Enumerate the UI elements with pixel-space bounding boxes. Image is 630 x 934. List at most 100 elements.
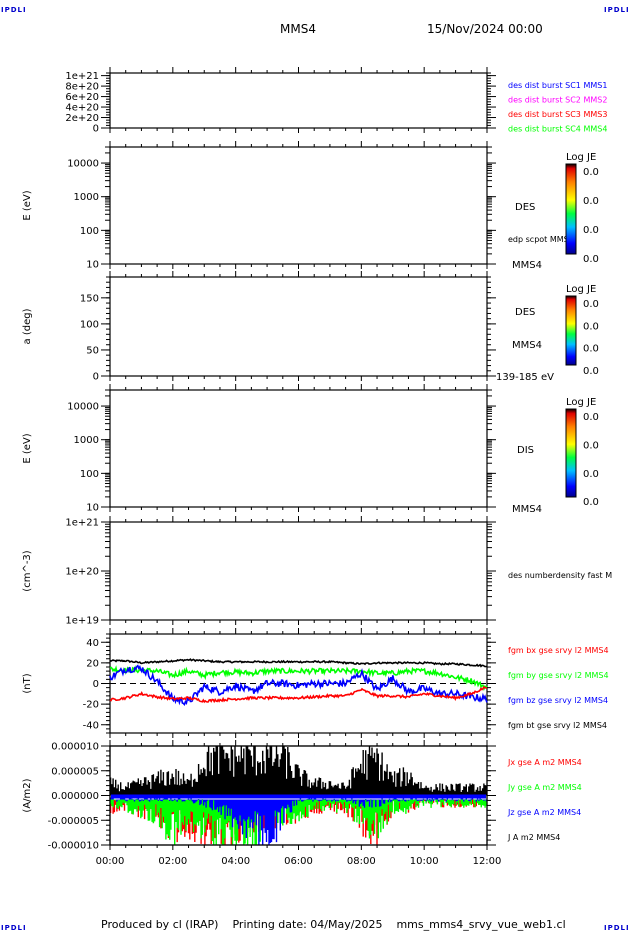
current-tick-label: 0.000005 [51, 766, 99, 777]
current-tick-label: -0.000010 [48, 841, 99, 852]
dis-energy-mms-label: MMS4 [512, 504, 542, 515]
fgm-tick-label: 40 [86, 638, 99, 649]
dist-tick-label: 8e+20 [65, 82, 99, 93]
des-energy-tick-label: 1000 [74, 192, 99, 203]
density-tick-label: 1e+20 [65, 567, 99, 578]
pitch-colorbar-tick: 0.0 [583, 366, 599, 377]
fgm-series-3 [109, 658, 487, 668]
dist-tick-label: 4e+20 [65, 103, 99, 114]
pitch-energy-range-label: 139-185 eV [496, 372, 554, 383]
current-jx-legend: Jx gse A m2 MMS4 [507, 758, 582, 767]
des-energy-colorbar [565, 163, 577, 255]
corner-mark-top-left: IPDLI [1, 6, 27, 14]
filename: mms_mms4_srvy_vue_web1.cl [396, 918, 566, 931]
des-energy-tick-label: 100 [80, 226, 99, 237]
pitch-mms-label: MMS4 [512, 340, 542, 351]
page-title: MMS4 [280, 22, 316, 36]
dis-energy-tick-label: 1000 [74, 435, 99, 446]
current-frame-overlay [109, 745, 488, 846]
x-tick-label: 12:00 [473, 856, 502, 867]
density-ylabel: (cm^-3) [22, 550, 33, 591]
footer-produced-by: Produced by cl (IRAP) Printing date: 04/… [101, 918, 566, 931]
plot-date: 15/Nov/2024 00:00 [427, 22, 543, 36]
des-energy-tick-label: 10000 [67, 159, 99, 170]
pitch-tick-label: 100 [80, 319, 99, 330]
produced-by: Produced by cl (IRAP) [101, 918, 219, 931]
dist-tick-label: 2e+20 [65, 113, 99, 124]
dist-legend-entry: des dist burst SC3 MMS3 [508, 110, 607, 119]
dis-energy-colorbar-tick: 0.0 [583, 469, 599, 480]
fgm-series-1 [109, 664, 488, 692]
current-j-legend: J A m2 MMS4 [507, 833, 560, 842]
dis-energy-colorbar-title: Log JE [566, 397, 596, 408]
x-tick-label: 00:00 [96, 856, 125, 867]
dis-energy-colorbar-tick: 0.0 [583, 412, 599, 423]
corner-mark-top-right: IPDLI [604, 6, 630, 14]
panel-frame-2 [109, 276, 488, 377]
pitch-ylabel: a (deg) [22, 308, 33, 344]
x-tick-label: 08:00 [347, 856, 376, 867]
panel-frame-0 [109, 72, 488, 129]
fgm-series-0 [109, 685, 488, 704]
fgm-ylabel: (nT) [22, 673, 33, 693]
fgm-bx-legend: fgm bx gse srvy l2 MMS4 [508, 646, 609, 655]
pitch-tick-label: 50 [86, 345, 99, 356]
fgm-tick-label: -20 [83, 700, 99, 711]
des-energy-colorbar-tick: 0.0 [583, 254, 599, 265]
pitch-colorbar-tick: 0.0 [583, 321, 599, 332]
dis-energy-tick-label: 10000 [67, 402, 99, 413]
fgm-tick-label: -40 [83, 720, 99, 731]
dis-energy-colorbar [565, 408, 577, 498]
current-jy-legend: Jy gse A m2 MMS4 [507, 783, 582, 792]
fgm-tick-label: 0 [93, 679, 99, 690]
fgm-tick-label: 20 [86, 658, 99, 669]
x-tick-label: 02:00 [158, 856, 187, 867]
pitch-colorbar-title: Log JE [566, 284, 596, 295]
dis-energy-colorbar-tick: 0.0 [583, 497, 599, 508]
density-legend-entry: des numberdensity fast M [508, 571, 612, 580]
x-tick-label: 06:00 [284, 856, 313, 867]
printing-date: Printing date: 04/May/2025 [232, 918, 383, 931]
dis-energy-ylabel: E (eV) [22, 433, 33, 463]
density-tick-label: 1e+21 [65, 518, 99, 529]
pitch-tick-label: 150 [80, 293, 99, 304]
density-tick-label: 1e+19 [65, 616, 99, 627]
dist-tick-label: 0 [93, 124, 99, 135]
des-energy-tick-label: 10 [86, 260, 99, 271]
des-energy-colorbar-tick: 0.0 [583, 225, 599, 236]
dis-energy-tick-label: 10 [86, 503, 99, 514]
current-jz-band [111, 794, 486, 799]
dist-tick-label: 1e+21 [65, 71, 99, 82]
fgm-bz-legend: fgm bz gse srvy l2 MMS4 [508, 696, 608, 705]
panel-frame-4 [109, 521, 488, 621]
pitch-species-label: DES [515, 307, 535, 318]
current-jz-legend: Jz gse A m2 MMS4 [507, 808, 581, 817]
x-tick-label: 10:00 [410, 856, 439, 867]
dist-legend-entry: des dist burst SC4 MMS4 [508, 125, 607, 134]
edp-scpot-label: edp scpot MMS4 [508, 235, 574, 244]
pitch-colorbar [565, 295, 577, 366]
corner-mark-bottom-left: IPDLI [1, 924, 27, 932]
des-energy-colorbar-title: Log JE [566, 152, 596, 163]
dis-energy-tick-label: 100 [80, 469, 99, 480]
panel-frame-3 [109, 389, 488, 508]
dis-energy-colorbar-tick: 0.0 [583, 440, 599, 451]
x-tick-label: 04:00 [221, 856, 250, 867]
dis-energy-species-label: DIS [517, 445, 534, 456]
pitch-colorbar-tick: 0.0 [583, 299, 599, 310]
current-series-3 [109, 746, 488, 796]
current-tick-label: 0.000000 [51, 791, 99, 802]
current-tick-label: -0.000005 [48, 816, 99, 827]
panel-frame-1 [109, 146, 488, 265]
current-tick-label: 0.000010 [51, 742, 99, 753]
fgm-series-2 [109, 664, 488, 707]
dist-legend-entry: des dist burst SC1 MMS1 [508, 81, 607, 90]
des-energy-species-label: DES [515, 202, 535, 213]
fgm-by-legend: fgm by gse srvy l2 MMS4 [508, 671, 609, 680]
des-energy-mms-label: MMS4 [512, 260, 542, 271]
current-ylabel: (A/m2) [22, 778, 33, 812]
des-energy-ylabel: E (eV) [22, 190, 33, 220]
dist-legend-entry: des dist burst SC2 MMS2 [508, 96, 607, 105]
dist-tick-label: 6e+20 [65, 92, 99, 103]
